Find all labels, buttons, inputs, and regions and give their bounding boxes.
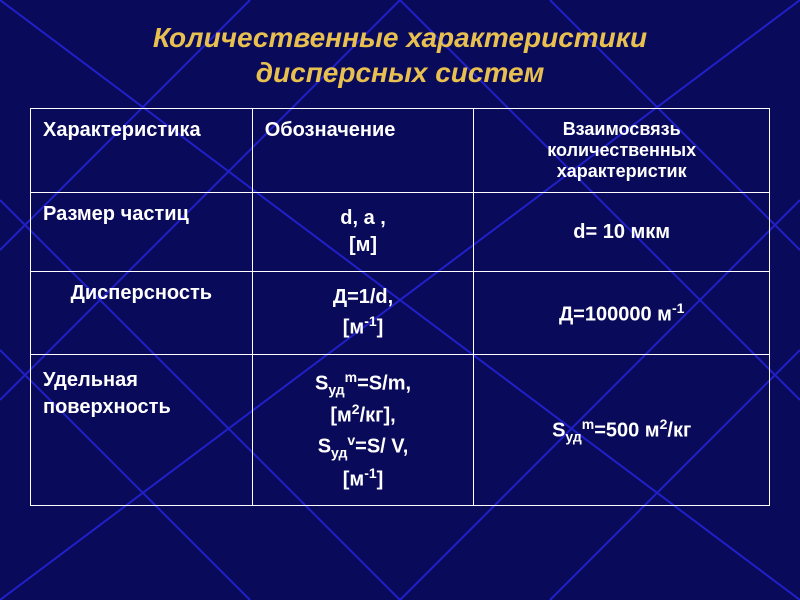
cell-specific-surface: Удельная поверхность (31, 354, 253, 506)
cell-relation-1: d= 10 мкм (474, 193, 770, 272)
table-row: Удельная поверхность Sудm=S/m, [м2/кг], … (31, 354, 770, 506)
col-header-1: Характеристика (31, 109, 253, 193)
characteristics-table: Характеристика Обозначение Взаимосвязько… (30, 108, 770, 506)
cell-dispersity: Дисперсность (31, 272, 253, 355)
col-header-3: Взаимосвязьколичественныххарактеристик (474, 109, 770, 193)
cell-relation-3: Sудm=500 м2/кг (474, 354, 770, 506)
table-row: Дисперсность Д=1/d, [м-1] Д=100000 м-1 (31, 272, 770, 355)
cell-notation-1: d, a , [м] (252, 193, 474, 272)
cell-particle-size: Размер частиц (31, 193, 253, 272)
cell-relation-2: Д=100000 м-1 (474, 272, 770, 355)
table-row: Размер частиц d, a , [м] d= 10 мкм (31, 193, 770, 272)
slide-title: Количественные характеристикидисперсных … (30, 20, 770, 90)
cell-notation-3: Sудm=S/m, [м2/кг], Sудv=S/ V, [м-1] (252, 354, 474, 506)
col-header-2: Обозначение (252, 109, 474, 193)
table-header-row: Характеристика Обозначение Взаимосвязько… (31, 109, 770, 193)
cell-notation-2: Д=1/d, [м-1] (252, 272, 474, 355)
